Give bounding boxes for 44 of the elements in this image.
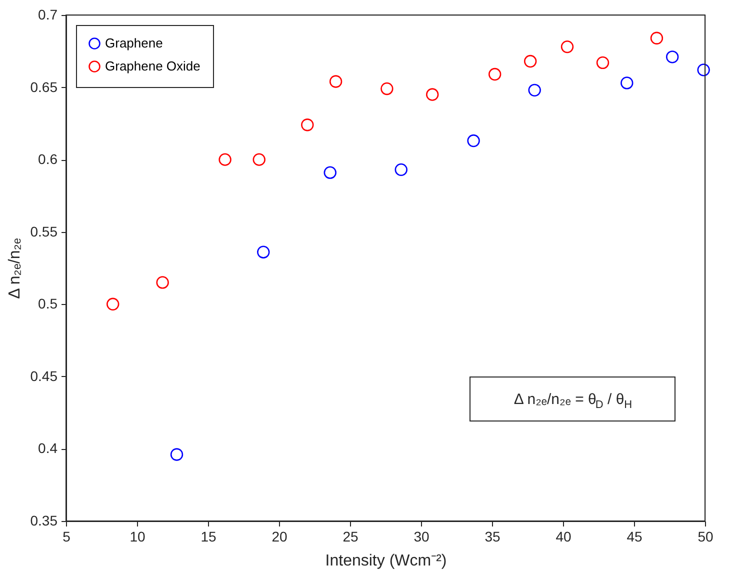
y-tick-label: 0.6 (38, 151, 58, 168)
point (218, 153, 232, 166)
point (596, 56, 610, 70)
point (170, 448, 184, 461)
point (524, 54, 537, 68)
point (324, 166, 336, 179)
y-tick-label: 0.4 (38, 440, 58, 456)
point (252, 153, 266, 166)
point (257, 246, 270, 258)
x-tick-label: 10 (130, 528, 146, 544)
x-tick-label: 35 (484, 528, 500, 544)
point (697, 64, 710, 76)
y-tick-label: 0.55 (30, 223, 58, 240)
x-tick-label: 40 (556, 528, 572, 544)
point (394, 163, 408, 176)
x-tick-label: 50 (698, 528, 714, 544)
x-tick-label: 5 (62, 528, 71, 544)
point (560, 40, 574, 54)
point (156, 276, 169, 289)
point (467, 134, 480, 148)
point (380, 82, 394, 96)
point (329, 75, 342, 88)
x-tick-label: 15 (200, 528, 216, 544)
point (301, 118, 314, 132)
point (650, 32, 664, 44)
point (106, 298, 120, 310)
x-tick-label: 25 (342, 528, 358, 544)
y-tick-label: 0.65 (30, 78, 58, 95)
point (488, 68, 502, 81)
x-tick-label: 45 (626, 528, 642, 544)
y-tick-label: 0.35 (30, 512, 58, 528)
x-tick-label: 30 (414, 528, 430, 544)
point (426, 88, 439, 101)
point (666, 50, 679, 64)
point (528, 84, 541, 97)
y-tick-label: 0.5 (38, 296, 58, 312)
y-tick-label: 0.45 (30, 368, 58, 384)
y-axis-title: Δ n₂ₑ/n₂ₑ (6, 238, 24, 299)
x-tick-label: 20 (272, 528, 288, 544)
x-axis-title: Intensity (Wcm⁻²) (325, 552, 447, 570)
y-tick-label: 0.7 (38, 6, 58, 22)
legend-label: Graphene (105, 36, 163, 50)
legend-label: Graphene Oxide (105, 58, 200, 74)
point (620, 76, 634, 90)
